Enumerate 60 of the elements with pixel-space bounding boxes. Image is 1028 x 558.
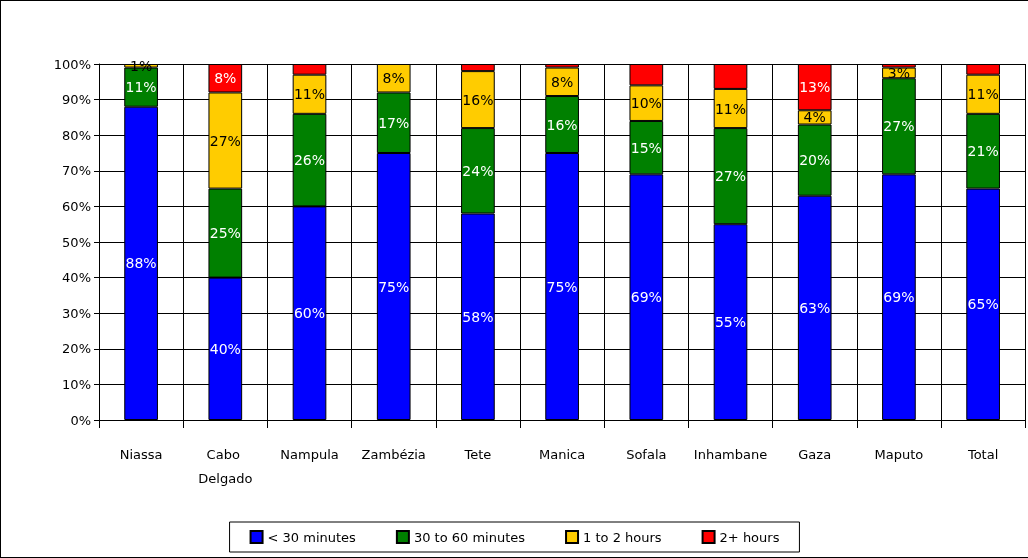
y-tick-label: 70% <box>62 163 91 179</box>
data-label: 58% <box>462 308 494 325</box>
y-tick-label: 0% <box>70 412 91 428</box>
x-tick-label: Tete <box>463 446 492 462</box>
legend-label: 2+ hours <box>719 529 780 545</box>
y-tick-label: 90% <box>62 92 91 108</box>
y-tick-label: 60% <box>62 198 91 214</box>
data-label: 13% <box>799 79 831 96</box>
data-label: 11% <box>293 86 326 103</box>
data-label: 27% <box>209 132 241 149</box>
y-tick-label: 50% <box>62 234 91 250</box>
legend-label: < 30 minutes <box>267 529 357 545</box>
y-tick-label: 40% <box>62 270 91 286</box>
x-tick-label: Zambézia <box>361 446 426 462</box>
data-label: 88% <box>125 255 157 272</box>
legend-label: 1 to 2 hours <box>583 529 662 545</box>
data-label: 4% <box>803 109 826 126</box>
data-label: 17% <box>378 114 410 131</box>
data-label: 69% <box>630 289 662 306</box>
y-tick-label: 80% <box>62 127 91 143</box>
data-label: 40% <box>209 340 241 357</box>
y-tick-label: 20% <box>62 341 91 357</box>
y-tick-label: 100% <box>53 56 91 72</box>
data-label: 11% <box>714 100 747 117</box>
x-tick-label: Nampula <box>280 446 339 462</box>
data-label: 63% <box>799 299 831 316</box>
data-label: 75% <box>378 278 410 295</box>
data-label: 11% <box>967 86 999 103</box>
x-tick-label: Cabo Delgado <box>198 446 253 486</box>
data-label: 8% <box>214 70 237 87</box>
data-label: 10% <box>630 95 662 112</box>
x-tick-label: Manica <box>539 446 586 462</box>
x-tick-label: Inhambane <box>693 446 768 462</box>
data-label: 27% <box>883 118 915 135</box>
data-label: 24% <box>462 162 494 179</box>
data-label: 20% <box>799 152 831 169</box>
data-label: 16% <box>462 91 494 108</box>
data-label: 26% <box>293 152 326 169</box>
data-label: 8% <box>551 73 574 90</box>
data-label: 69% <box>883 289 915 306</box>
data-label: 55% <box>714 314 747 331</box>
data-label: 60% <box>293 305 326 322</box>
data-label: 65% <box>967 296 999 313</box>
x-tick-label: Gaza <box>798 446 832 462</box>
legend-label: 30 to 60 minutes <box>413 529 526 545</box>
data-label: 21% <box>967 143 999 160</box>
data-label: 75% <box>546 278 578 295</box>
y-tick-label: 10% <box>62 376 91 392</box>
x-tick-label: Sofala <box>626 446 667 462</box>
x-tick-label: Maputo <box>874 446 924 462</box>
data-label: 16% <box>546 116 578 133</box>
data-label: 25% <box>209 225 241 242</box>
x-tick-label: Niassa <box>119 446 163 462</box>
data-label: 27% <box>714 168 747 185</box>
y-tick-label: 30% <box>62 305 91 321</box>
data-label: 3% <box>887 64 911 81</box>
data-label: 15% <box>630 139 662 156</box>
x-tick-label: Total <box>966 446 999 462</box>
data-label: 11% <box>125 79 157 96</box>
data-label: 8% <box>382 70 405 87</box>
